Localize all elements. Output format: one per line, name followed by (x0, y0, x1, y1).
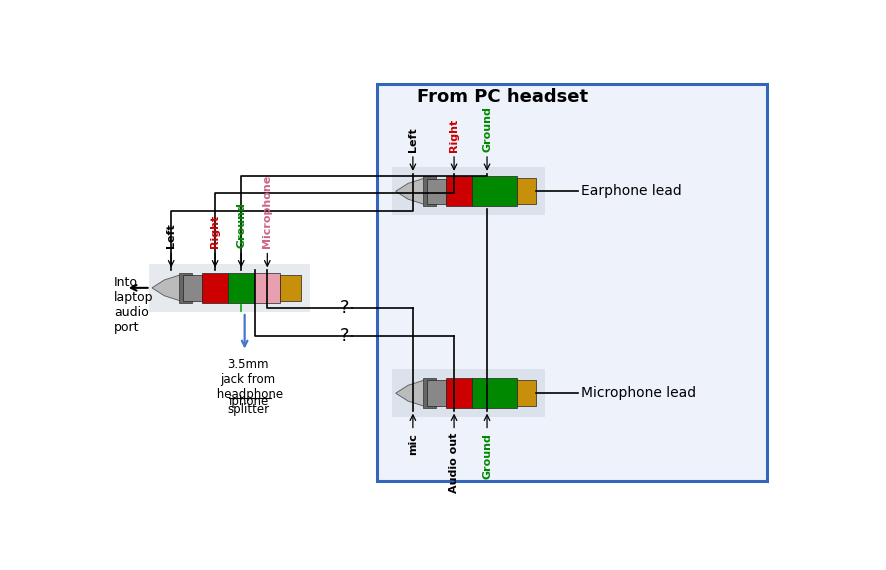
Bar (424, 378, 436, 408)
Bar (377, 84, 767, 481)
Bar (446, 176, 472, 206)
Text: Microphone lead: Microphone lead (581, 386, 696, 400)
Text: ?: ? (339, 299, 349, 316)
Bar (517, 380, 536, 406)
Text: Microphone: Microphone (262, 175, 272, 249)
Bar (179, 273, 191, 303)
Bar (392, 369, 545, 417)
Bar (472, 378, 517, 408)
Text: Right: Right (449, 119, 459, 152)
Bar (183, 275, 202, 300)
Text: Ground: Ground (237, 202, 246, 249)
Bar (280, 275, 301, 301)
Bar (254, 273, 280, 303)
Bar (149, 264, 310, 312)
Text: 3.5mm
jack from
 headphone
splitter: 3.5mm jack from headphone splitter (213, 358, 284, 416)
Bar (517, 178, 536, 205)
Text: Left: Left (167, 223, 176, 249)
Bar (426, 380, 446, 406)
Polygon shape (396, 178, 424, 205)
Bar (426, 178, 446, 204)
Bar (229, 273, 254, 303)
Text: iphone: iphone (229, 395, 269, 408)
Bar (472, 176, 517, 206)
Text: Right: Right (210, 215, 220, 249)
Polygon shape (152, 275, 181, 301)
Text: Ground: Ground (482, 106, 492, 152)
Text: Audio out: Audio out (449, 433, 459, 493)
Text: mic: mic (408, 433, 418, 454)
Text: Left: Left (408, 127, 418, 152)
Text: Into
laptop
audio
port: Into laptop audio port (114, 276, 153, 335)
Bar (424, 176, 436, 206)
Text: ?: ? (339, 327, 349, 345)
Bar (446, 378, 472, 408)
Text: Earphone lead: Earphone lead (581, 184, 682, 198)
Bar (202, 273, 229, 303)
Bar (392, 167, 545, 215)
Text: Ground: Ground (482, 433, 492, 479)
Text: From PC headset: From PC headset (416, 88, 587, 106)
Polygon shape (396, 380, 424, 406)
